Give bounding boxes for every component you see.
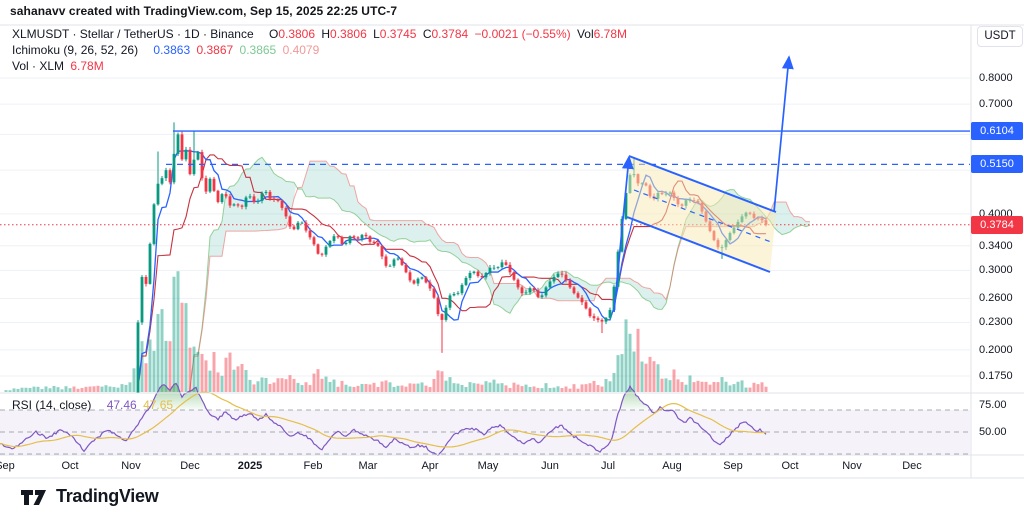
currency-axis-button[interactable]: USDT [977, 26, 1023, 47]
price-badge: 0.3784 [971, 215, 1023, 234]
kijun-value: 0.3867 [196, 43, 234, 57]
ohlc-low-label: L [373, 27, 380, 41]
price-badge: 0.5150 [971, 155, 1023, 174]
time-axis-label: May [477, 460, 499, 472]
price-tick: 0.2000 [979, 343, 1013, 356]
price-tick: 0.2300 [979, 316, 1013, 329]
trend-arrow [773, 55, 794, 213]
price-tick: 0.3000 [979, 264, 1013, 277]
rsi-title: RSI (14, close) [12, 398, 92, 412]
time-axis-label: Aug [662, 460, 682, 472]
volume-title: Vol · XLM [12, 59, 65, 73]
time-axis-label: Feb [303, 460, 323, 472]
time-axis-label: Sep [0, 460, 15, 472]
time-axis-label: Nov [121, 460, 141, 472]
time-axis-label: Nov [842, 460, 862, 472]
ohlc-open-label: O [268, 27, 279, 41]
vol-label: Vol [576, 27, 594, 41]
volume-bars [4, 271, 768, 392]
rsi-ma-value: 47.65 [143, 398, 174, 412]
price-tick: 0.1750 [979, 370, 1013, 383]
ohlc-open-value: 0.3806 [278, 27, 316, 41]
senkou-b-value: 0.4079 [282, 43, 320, 57]
price-tick: 0.2600 [979, 292, 1013, 305]
vol-value: 6.78M [593, 27, 628, 41]
pane-borders [0, 24, 1024, 479]
attribution-text: sahanavv created with TradingView.com, S… [10, 4, 398, 18]
time-axis-label: Oct [61, 460, 79, 472]
volume-legend[interactable]: Vol · XLM 6.78M [12, 59, 107, 73]
time-axis-label: Apr [421, 460, 439, 472]
channel-drawing[interactable] [613, 55, 794, 313]
ohlc-high-value: 0.3806 [330, 27, 367, 41]
trend-arrow [613, 155, 634, 313]
change-value: −0.0021 (−0.55%) [474, 27, 571, 41]
volume-value: 6.78M [70, 59, 104, 73]
rsi-pane [0, 382, 970, 456]
time-axis-label: Oct [781, 460, 799, 472]
symbol-legend[interactable]: XLMUSDT · Stellar / TetherUS · 1D · Bina… [12, 27, 630, 41]
rsi-value: 47.46 [106, 398, 137, 412]
rsi-legend[interactable]: RSI (14, close) 47.46 47.65 [12, 398, 176, 412]
ohlc-close-value: 0.3784 [431, 27, 469, 41]
tenkan-value: 0.3863 [153, 43, 191, 57]
ichimoku-legend[interactable]: Ichimoku (9, 26, 52, 26) 0.3863 0.3867 0… [12, 43, 322, 57]
time-axis-label: Jul [600, 460, 616, 472]
time-axis-label: Dec [902, 460, 922, 472]
time-axis-label: Mar [358, 460, 378, 472]
gridlines [0, 77, 970, 377]
tradingview-mark-icon [21, 489, 46, 505]
price-tick: 0.3400 [979, 239, 1013, 252]
time-axis-label: Jun [541, 460, 559, 472]
tradingview-brand-text: TradingView [56, 486, 159, 506]
senkou-a-value: 0.3865 [239, 43, 277, 57]
price-tick: 0.7000 [979, 98, 1013, 111]
time-axis-label: Sep [723, 460, 743, 472]
ohlc-high-label: H [321, 27, 331, 41]
price-tick: 0.8000 [979, 72, 1013, 84]
time-axis-label: Dec [180, 460, 200, 472]
ichimoku-title: Ichimoku (9, 26, 52, 26) [12, 43, 139, 57]
rsi-tick: 50.00 [979, 426, 1007, 438]
ohlc-close-label: C [422, 27, 432, 41]
time-axis-label: 2025 [237, 460, 263, 472]
symbol-title: XLMUSDT · Stellar / TetherUS · 1D · Bina… [12, 27, 254, 41]
rsi-tick: 75.00 [979, 398, 1007, 411]
price-levels[interactable] [0, 130, 970, 226]
rsi-ma-line [0, 391, 767, 448]
price-badge: 0.6104 [971, 122, 1023, 141]
ohlc-low-value: 0.3745 [379, 27, 417, 41]
tradingview-logo[interactable]: TradingView [20, 486, 159, 507]
